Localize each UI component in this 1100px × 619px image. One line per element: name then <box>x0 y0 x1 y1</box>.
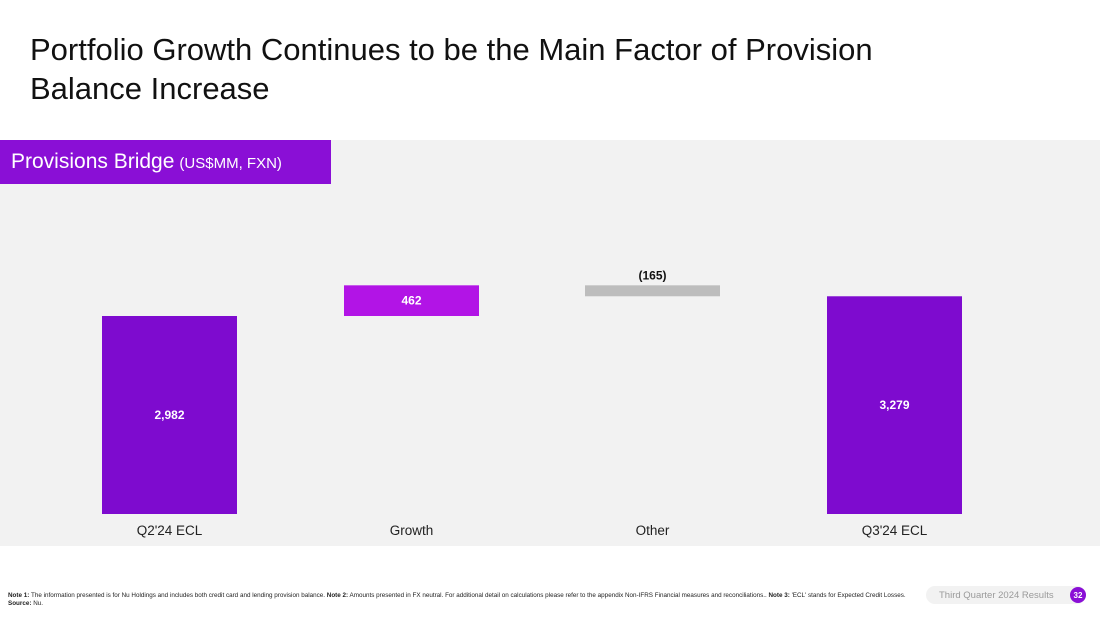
bar-other <box>585 285 720 297</box>
data-label-q2-24-ecl: 2,982 <box>154 408 184 422</box>
data-label-growth: 462 <box>401 294 421 308</box>
footer-label: Third Quarter 2024 Results <box>939 589 1054 601</box>
note-2-text: Amounts presented in FX neutral. For add… <box>348 592 769 599</box>
category-label-q2-24-ecl: Q2'24 ECL <box>137 523 203 538</box>
note-1-text: The information presented is for Nu Hold… <box>29 592 327 599</box>
footer-badge: Third Quarter 2024 Results 32 <box>926 586 1086 604</box>
bar-q3-24-ecl <box>827 296 962 514</box>
category-label-other: Other <box>636 523 670 538</box>
footnote: Note 1: The information presented is for… <box>8 592 928 608</box>
source-text: Nu. <box>31 600 44 607</box>
note-3-label: Note 3: <box>768 592 790 599</box>
data-label-other: (165) <box>638 268 666 282</box>
category-label-growth: Growth <box>390 523 434 538</box>
note-1-label: Note 1: <box>8 592 30 599</box>
data-label-q3-24-ecl: 3,279 <box>879 398 909 412</box>
source-label: Source: <box>8 600 32 607</box>
note-2-label: Note 2: <box>326 592 349 599</box>
page-number: 32 <box>1070 587 1086 603</box>
category-label-q3-24-ecl: Q3'24 ECL <box>862 523 928 538</box>
chart-panel-header: Provisions Bridge (US$MM, FXN) <box>0 140 331 184</box>
slide-title-line-2: Balance Increase <box>30 71 270 106</box>
bar-growth <box>344 285 479 316</box>
bar-q2-24-ecl <box>102 316 237 514</box>
chart-unit: (US$MM, FXN) <box>179 154 282 172</box>
slide-title-line-1: Portfolio Growth Continues to be the Mai… <box>30 32 873 67</box>
note-3-text: 'ECL' stands for Expected Credit Losses. <box>789 592 906 599</box>
chart-title: Provisions Bridge <box>11 150 175 173</box>
slide-title: Portfolio Growth Continues to be the Mai… <box>30 30 1030 108</box>
